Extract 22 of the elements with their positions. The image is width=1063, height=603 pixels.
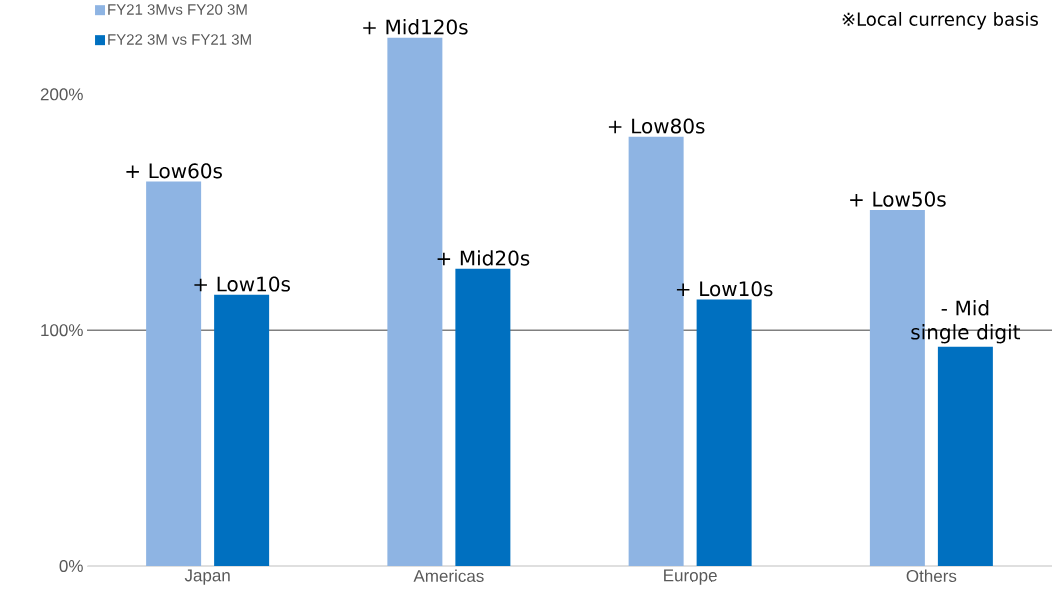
x-tick-label: Americas	[413, 569, 484, 583]
y-tick-label: 200%	[40, 88, 83, 101]
legend-label: FY22 3M vs FY21 3M	[108, 34, 251, 45]
y-tick-label: 100%	[41, 324, 83, 337]
y-tick-label: 0%	[59, 559, 83, 573]
data-label: + Low50s	[850, 191, 946, 207]
x-tick-label: Japan	[184, 569, 230, 585]
data-label: + Low10s	[194, 276, 290, 292]
data-label: + Low60s	[126, 163, 222, 179]
annotation: ※Local currency basis	[842, 12, 1038, 30]
data-label: + Low80s	[608, 118, 705, 134]
bar	[214, 294, 270, 566]
data-label: + Mid20s	[437, 250, 530, 266]
bar	[455, 268, 511, 566]
legend-label: FY21 3Mvs FY20 3M	[108, 4, 247, 15]
bar	[696, 299, 752, 566]
data-label: - Mid single digit	[911, 300, 1021, 344]
x-tick-label: Others	[906, 569, 957, 583]
x-tick-label: Europe	[664, 569, 717, 585]
data-label: + Low10s	[676, 281, 773, 297]
bar	[937, 346, 993, 566]
data-label: + Mid120s	[363, 19, 468, 35]
